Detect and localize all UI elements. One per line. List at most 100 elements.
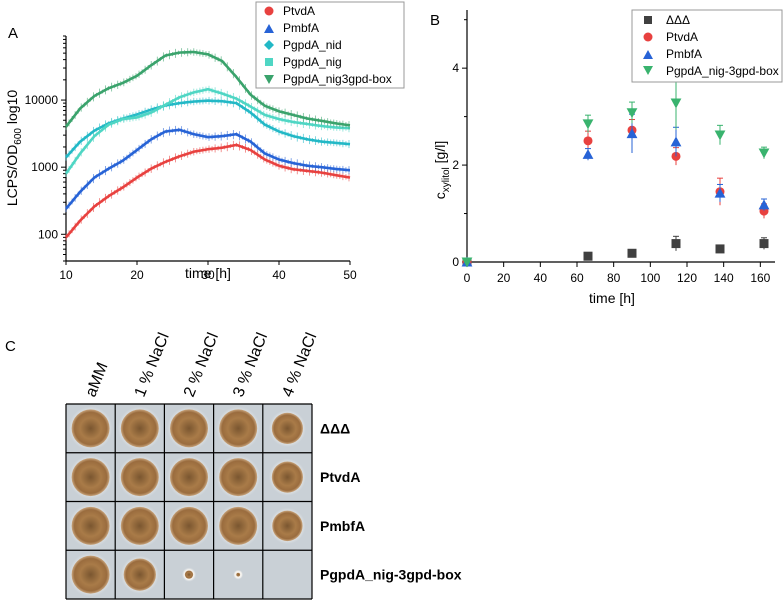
chart-b-point-: [759, 239, 769, 249]
colony: [236, 572, 241, 577]
chart-b-point-pmbfa: [714, 187, 726, 198]
chart-a-legend-box: [255, 1, 405, 89]
chart-b-point-pmbfa: [582, 149, 594, 159]
plate-well: [164, 550, 214, 599]
chart-b-x-tick-label: 120: [677, 271, 697, 285]
legend-b-pmbfa: PmbfA: [666, 47, 702, 61]
plate-well: [164, 452, 214, 502]
plate-well: [66, 501, 116, 551]
colony: [170, 506, 208, 545]
chart-b-point-pgpda-nig-3gpd-box: [461, 257, 473, 268]
colony: [120, 458, 159, 497]
chart-b-y-tick-label: 2: [452, 158, 459, 172]
chart-b-y-label: cxylitol [g/l]: [432, 141, 452, 199]
plate-well: [66, 452, 116, 502]
colony: [219, 409, 258, 448]
plate-well: [213, 404, 263, 453]
plate-well: [262, 501, 312, 551]
plate-well: [115, 550, 165, 599]
plate-well-bg: [262, 550, 312, 599]
plate-panel: aMM 1 % NaCl 2 % NaCl 3 % NaCl 4 % NaCl ΔΔΔ P…: [65, 330, 462, 600]
chart-b-point-pgpda-nig-3gpd-box: [626, 108, 638, 119]
chart-a-x-tick-label: 20: [130, 268, 144, 282]
plate-well: [164, 501, 214, 551]
colony: [170, 409, 208, 448]
chart-a-x-label: time [h]: [185, 265, 231, 281]
plate-column-label: 4 % NaCl: [279, 330, 320, 399]
chart-b-x-tick-label: 60: [570, 271, 584, 285]
chart-b-legend-box: [631, 9, 783, 83]
plate-row-label: PgpdA_nig-3gpd-box: [320, 567, 462, 583]
colony: [71, 458, 110, 497]
colony: [271, 461, 303, 493]
chart-b-point-pgpda-nig-3gpd-box: [670, 98, 682, 109]
plate-column-label: 2 % NaCl: [181, 330, 222, 399]
colony: [120, 409, 159, 448]
plate-row-label: ΔΔΔ: [320, 420, 350, 436]
chart-a-y-tick-label: 1000: [31, 160, 58, 174]
chart-b-point-pgpda-nig-3gpd-box: [714, 130, 726, 141]
colony: [120, 506, 159, 545]
colony: [272, 510, 303, 542]
plate-well: [66, 404, 116, 453]
colony: [170, 458, 208, 497]
chart-a-series-ptvda: [65, 140, 351, 241]
chart-a-line-pgpda-nig: [64, 87, 351, 175]
chart-a-y-label: LCPS/OD600 log10: [4, 90, 24, 207]
legend-b-ddd: ΔΔΔ: [666, 13, 690, 27]
chart-b-y-tick-label: 0: [452, 255, 459, 269]
chart-a-line-ptvda: [65, 143, 351, 239]
plate-well: [164, 404, 214, 453]
chart-b-point-: [627, 248, 637, 258]
legend-a-pgpda-nig3gpd-box: PgpdA_nig3gpd-box: [283, 72, 392, 86]
chart-b: 0 20 40 60 80 100 120 140 160 0 2 4 time [h] cxylit…: [432, 9, 783, 306]
plate-well: [115, 452, 165, 502]
chart-a-line-pgpda-nig3gpd-box: [64, 50, 351, 128]
plate-well: [115, 404, 165, 453]
legend-a-ptvda: PtvdA: [283, 4, 315, 18]
legend-a-marker-ptvda: [264, 6, 274, 16]
chart-b-y-tick-label: 4: [452, 61, 459, 75]
panel-label-b: B: [430, 12, 440, 29]
chart-b-series-pmbfa: [461, 113, 770, 267]
chart-b-x-tick-label: 20: [497, 271, 511, 285]
plate-row-label: PtvdA: [320, 469, 360, 485]
chart-b-x-tick-label: 0: [464, 271, 471, 285]
chart-b-x-tick-label: 140: [714, 271, 734, 285]
chart-a-x-tick-label: 30: [201, 268, 215, 282]
chart-b-point-pmbfa: [670, 136, 682, 147]
colony: [71, 409, 110, 448]
chart-b-point-: [715, 244, 725, 254]
chart-b-x-tick-label: 80: [607, 271, 621, 285]
chart-b-point-: [583, 251, 593, 261]
legend-b-marker-pgpda-nig-3gpd-box: [643, 66, 653, 75]
chart-a-x-tick-label: 10: [59, 268, 73, 282]
chart-a-x-tick-label: 50: [343, 268, 357, 282]
colony: [71, 506, 110, 545]
plate-well: [213, 550, 263, 599]
legend-a-pgpda-nig: PgpdA_nig: [283, 55, 342, 69]
plate-column-label: aMM: [83, 360, 112, 399]
chart-b-legend: ΔΔΔ PtvdA PmbfA PgpdA_nig-3gpd-box: [631, 9, 783, 83]
chart-a-line-pmbfa: [65, 128, 350, 210]
chart-b-x-tick-label: 160: [750, 271, 770, 285]
plate-well: [213, 501, 263, 551]
plate-well: [213, 452, 263, 502]
plate-well: [66, 550, 116, 599]
colony: [184, 570, 194, 579]
plate-column-label: 3 % NaCl: [230, 330, 271, 399]
chart-a-x-tick-label: 40: [272, 268, 286, 282]
panel-label-a: A: [8, 25, 18, 42]
chart-a-y-tick-label: 100: [38, 227, 58, 241]
plate-well: [262, 452, 312, 502]
chart-b-point-: [671, 239, 681, 249]
legend-a-pmbfa: PmbfA: [283, 21, 319, 35]
chart-a-series-pgpda-nig3gpd-box: [64, 48, 351, 131]
panel-label-c: C: [5, 338, 16, 355]
plate-column-label: 1 % NaCl: [132, 330, 173, 399]
plate-well: [262, 404, 312, 453]
chart-a-legend: PtvdA PmbfA PgpdA_nid PgpdA_nig PgpdA_ni…: [255, 1, 405, 89]
chart-b-point-pmbfa: [758, 199, 770, 210]
legend-b-marker-ddd: [644, 16, 652, 24]
